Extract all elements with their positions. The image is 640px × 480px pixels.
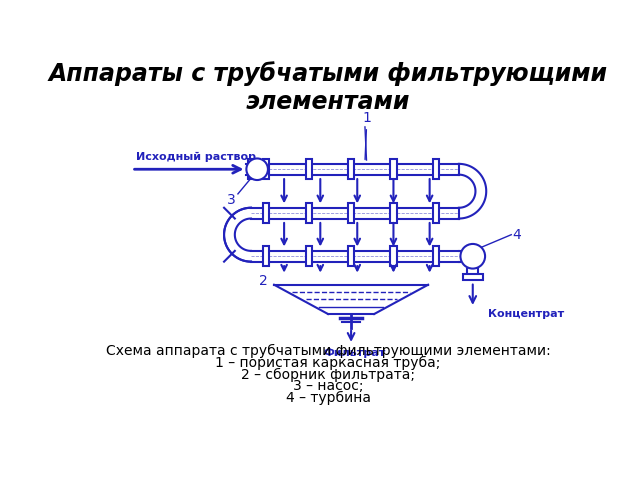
Text: 3 – насос;: 3 – насос; (292, 380, 364, 394)
Bar (248, 159, 254, 179)
Bar (390, 159, 397, 179)
Text: 4: 4 (513, 228, 522, 242)
Bar (390, 203, 397, 223)
Circle shape (460, 244, 485, 269)
Bar (433, 246, 439, 266)
Bar (306, 159, 312, 179)
Bar (463, 274, 483, 280)
Text: 2 – сборник фильтрата;: 2 – сборник фильтрата; (241, 368, 415, 382)
Text: Схема аппарата с трубчатыми фильтрующими элементами:: Схема аппарата с трубчатыми фильтрующими… (106, 344, 550, 358)
Bar (348, 246, 354, 266)
Text: Исходный раствор: Исходный раствор (136, 152, 255, 162)
Bar (306, 203, 312, 223)
Text: 1 – пористая каркасная труба;: 1 – пористая каркасная труба; (215, 356, 441, 371)
Text: Фильтрат: Фильтрат (324, 348, 386, 358)
Text: Аппараты с трубчатыми фильтрующими
элементами: Аппараты с трубчатыми фильтрующими элеме… (49, 61, 607, 114)
Bar (348, 203, 354, 223)
Bar (306, 246, 312, 266)
Text: 1: 1 (362, 111, 371, 125)
Text: 4 – турбина: 4 – турбина (285, 391, 371, 405)
Bar (348, 159, 354, 179)
Text: Концентрат: Концентрат (488, 310, 564, 319)
Circle shape (246, 158, 268, 180)
Bar (263, 246, 269, 266)
Bar (263, 159, 269, 179)
Text: 2: 2 (259, 274, 268, 288)
Bar (433, 159, 439, 179)
Bar (263, 203, 269, 223)
Bar (390, 246, 397, 266)
Text: 3: 3 (227, 193, 236, 207)
Bar (433, 203, 439, 223)
